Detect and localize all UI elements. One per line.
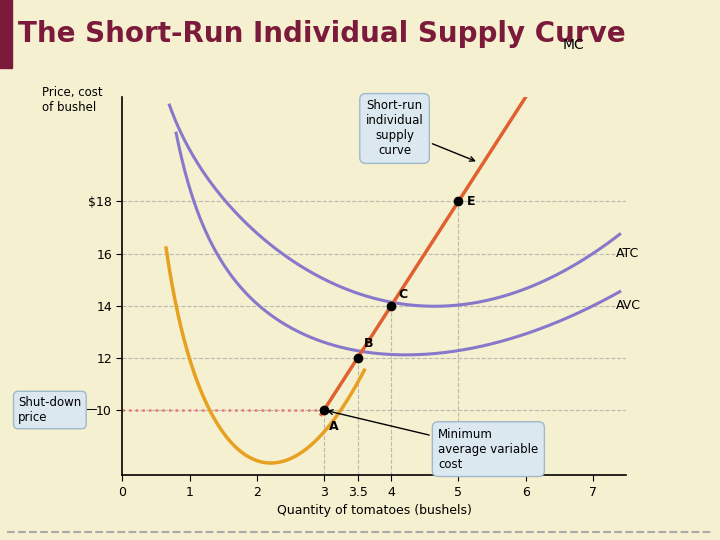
Text: ATC: ATC (616, 247, 639, 260)
Text: Short-run
individual
supply
curve: Short-run individual supply curve (366, 99, 474, 161)
Text: Minimum
average variable
cost: Minimum average variable cost (328, 410, 539, 471)
Text: E: E (467, 195, 475, 208)
Text: AVC: AVC (616, 299, 642, 313)
Text: C: C (398, 287, 407, 301)
X-axis label: Quantity of tomatoes (bushels): Quantity of tomatoes (bushels) (277, 504, 472, 517)
Text: Price, cost
of bushel: Price, cost of bushel (42, 86, 102, 114)
Text: MC: MC (562, 38, 585, 52)
Text: B: B (364, 337, 374, 350)
Text: Shut-down
price: Shut-down price (18, 396, 81, 424)
Text: The Short-Run Individual Supply Curve: The Short-Run Individual Supply Curve (18, 20, 626, 48)
FancyBboxPatch shape (0, 0, 12, 68)
Text: A: A (329, 421, 338, 434)
Text: —: — (84, 403, 97, 416)
